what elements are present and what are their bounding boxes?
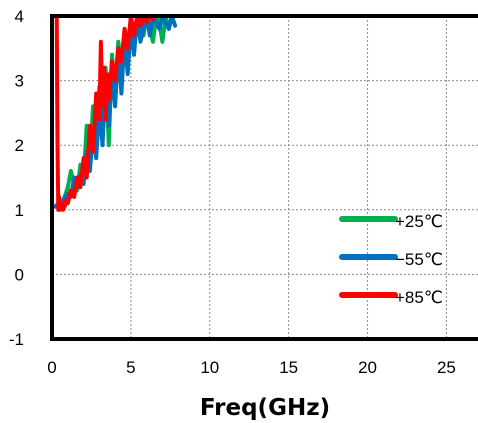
y-tick-label: 2 xyxy=(15,136,24,155)
x-tick-label: 5 xyxy=(126,358,135,377)
y-tick-label: -1 xyxy=(9,330,24,349)
tick-layer: 0 5 10 15 20 25 -1 0 1 2 3 4 xyxy=(9,7,456,377)
x-tick-label: 0 xyxy=(47,358,56,377)
series-line-2 xyxy=(54,16,155,212)
frame-layer xyxy=(50,14,478,341)
y-tick-label: 0 xyxy=(15,265,24,284)
legend-label-1: −55℃ xyxy=(395,250,443,269)
x-tick-label: 25 xyxy=(437,358,456,377)
x-tick-label: 10 xyxy=(200,358,219,377)
y-tick-label: 1 xyxy=(15,201,24,220)
legend-label-2: +85℃ xyxy=(395,288,443,307)
x-tick-label: 15 xyxy=(279,358,298,377)
legend-label-0: +25℃ xyxy=(395,212,443,231)
series-layer xyxy=(53,16,178,212)
y-tick-label: 4 xyxy=(15,7,24,26)
x-tick-label: 20 xyxy=(358,358,377,377)
x-axis-title: Freq(GHz) xyxy=(200,395,330,421)
legend: +25℃ −55℃ +85℃ xyxy=(339,212,443,307)
y-tick-label: 3 xyxy=(15,72,24,91)
grid-layer xyxy=(52,16,478,339)
